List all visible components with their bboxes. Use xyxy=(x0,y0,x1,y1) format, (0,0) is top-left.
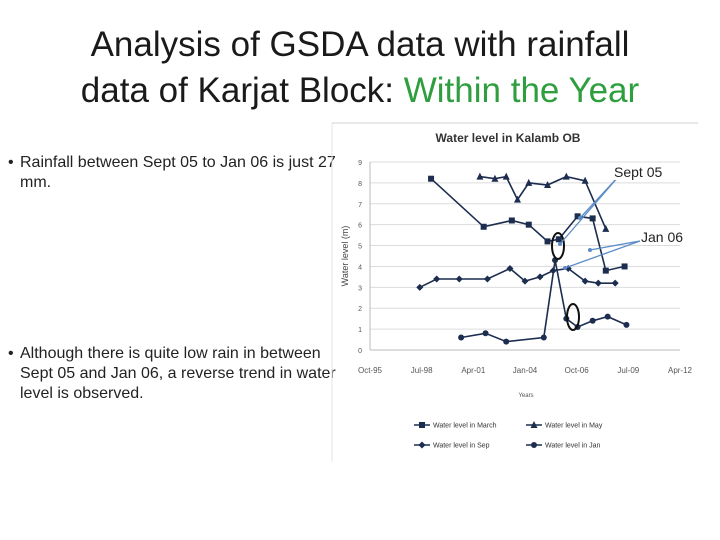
data-point xyxy=(536,273,544,281)
y-tick-label-0: 0 xyxy=(358,348,362,355)
legend-label: Water level in Jan xyxy=(545,443,600,450)
x-tick-label-Jul-98: Jul-98 xyxy=(411,366,433,375)
bullet-dot-icon: • xyxy=(8,154,14,171)
series-line xyxy=(460,260,627,343)
arrow-jan-to-sep-head xyxy=(563,266,567,270)
data-point xyxy=(525,178,533,186)
data-point xyxy=(581,277,589,285)
bullet-rainfall-text: Rainfall between Sept 05 to Jan 06 is ju… xyxy=(20,154,336,191)
legend-marker xyxy=(418,441,426,449)
highlight-circle-sept xyxy=(551,232,565,260)
arrow-sept-to-sep-head xyxy=(558,242,562,246)
x-tick-label-Jan-04: Jan-04 xyxy=(513,366,538,375)
arrow-jan-to-sep xyxy=(564,240,641,269)
data-point xyxy=(621,263,628,270)
x-tick-label-Oct-95: Oct-95 xyxy=(358,366,383,375)
chart-title: Water level in Kalamb OB xyxy=(436,131,581,145)
data-point xyxy=(602,267,609,274)
legend-marker xyxy=(530,421,538,428)
y-tick-label-2: 2 xyxy=(358,306,362,313)
data-point xyxy=(502,172,510,180)
data-point xyxy=(476,172,484,180)
data-point xyxy=(544,238,551,245)
data-point xyxy=(525,221,532,228)
series-water-level-in-may xyxy=(476,172,610,232)
data-point xyxy=(482,330,489,337)
data-point xyxy=(623,321,630,328)
data-point xyxy=(480,223,487,230)
bullet-reverse-trend: • Although there is quite low rain in bet… xyxy=(6,344,338,404)
callout-sept-05: Sept 05 xyxy=(614,164,663,180)
arrow-sept-to-sep xyxy=(559,175,620,245)
data-point xyxy=(433,275,441,283)
legend-marker xyxy=(419,422,425,428)
callout-jan-06: Jan 06 xyxy=(641,229,684,245)
data-point xyxy=(562,172,570,180)
title-line-2: data of Karjat Block: Within the Year xyxy=(30,68,690,114)
data-point xyxy=(540,334,547,341)
data-point xyxy=(611,279,619,287)
data-point xyxy=(416,283,424,291)
data-point xyxy=(594,279,602,287)
y-tick-label-5: 5 xyxy=(358,244,362,251)
y-tick-label-9: 9 xyxy=(358,160,362,167)
data-point xyxy=(508,217,515,224)
data-point xyxy=(602,224,610,232)
legend-label: Water level in May xyxy=(545,423,603,430)
data-point xyxy=(589,317,596,324)
data-point xyxy=(458,334,465,341)
y-tick-label-7: 7 xyxy=(358,202,362,209)
data-point xyxy=(521,277,529,285)
bullet-rainfall: • Rainfall between Sept 05 to Jan 06 is j… xyxy=(6,153,338,193)
water-level-chart: Water level in Kalamb OB 0 1 2 3 4 5 6 7 8 9 Oct-95… xyxy=(331,122,698,462)
data-point xyxy=(503,338,510,345)
data-point xyxy=(574,213,581,220)
bullet-reverse-trend-text: Although there is quite low rain in betw… xyxy=(20,345,336,402)
x-axis-title: Years xyxy=(518,393,533,399)
data-point xyxy=(581,176,589,184)
highlight-circle-jan xyxy=(566,303,580,331)
arrow-jan-to-march-head xyxy=(588,248,592,252)
y-tick-label-3: 3 xyxy=(358,285,362,292)
data-point xyxy=(506,265,514,273)
slide-title: Analysis of GSDA data with rainfall data… xyxy=(30,22,690,114)
x-tick-label-Jul-09: Jul-09 xyxy=(617,366,639,375)
data-point xyxy=(604,313,611,320)
data-point xyxy=(483,275,491,283)
y-tick-label-8: 8 xyxy=(358,181,362,188)
data-point xyxy=(428,175,435,182)
data-point xyxy=(589,215,596,222)
data-point xyxy=(513,195,521,203)
title-line-1: Analysis of GSDA data with rainfall xyxy=(90,25,630,64)
y-axis-title: Water level (m) xyxy=(340,226,350,287)
y-tick-label-1: 1 xyxy=(358,327,362,334)
title-line-2-main: data of Karjat Block: xyxy=(80,71,404,110)
legend-marker xyxy=(531,442,537,448)
x-tick-label-Oct-06: Oct-06 xyxy=(565,366,590,375)
series-line xyxy=(419,267,616,289)
y-tick-label-4: 4 xyxy=(358,264,362,271)
data-point xyxy=(455,275,463,283)
data-point xyxy=(544,180,552,188)
legend-label: Water level in March xyxy=(433,423,497,430)
y-tick-label-6: 6 xyxy=(358,223,362,230)
arrow-jan-to-march xyxy=(589,240,641,251)
x-tick-label-Apr-12: Apr-12 xyxy=(668,366,693,375)
x-tick-label-Apr-01: Apr-01 xyxy=(461,366,486,375)
title-highlight: Within the Year xyxy=(403,71,640,110)
bullet-dot-icon: • xyxy=(8,345,14,362)
legend-label: Water level in Sep xyxy=(433,443,490,450)
series-line xyxy=(479,175,607,230)
data-point xyxy=(555,236,562,243)
data-point xyxy=(491,174,499,182)
